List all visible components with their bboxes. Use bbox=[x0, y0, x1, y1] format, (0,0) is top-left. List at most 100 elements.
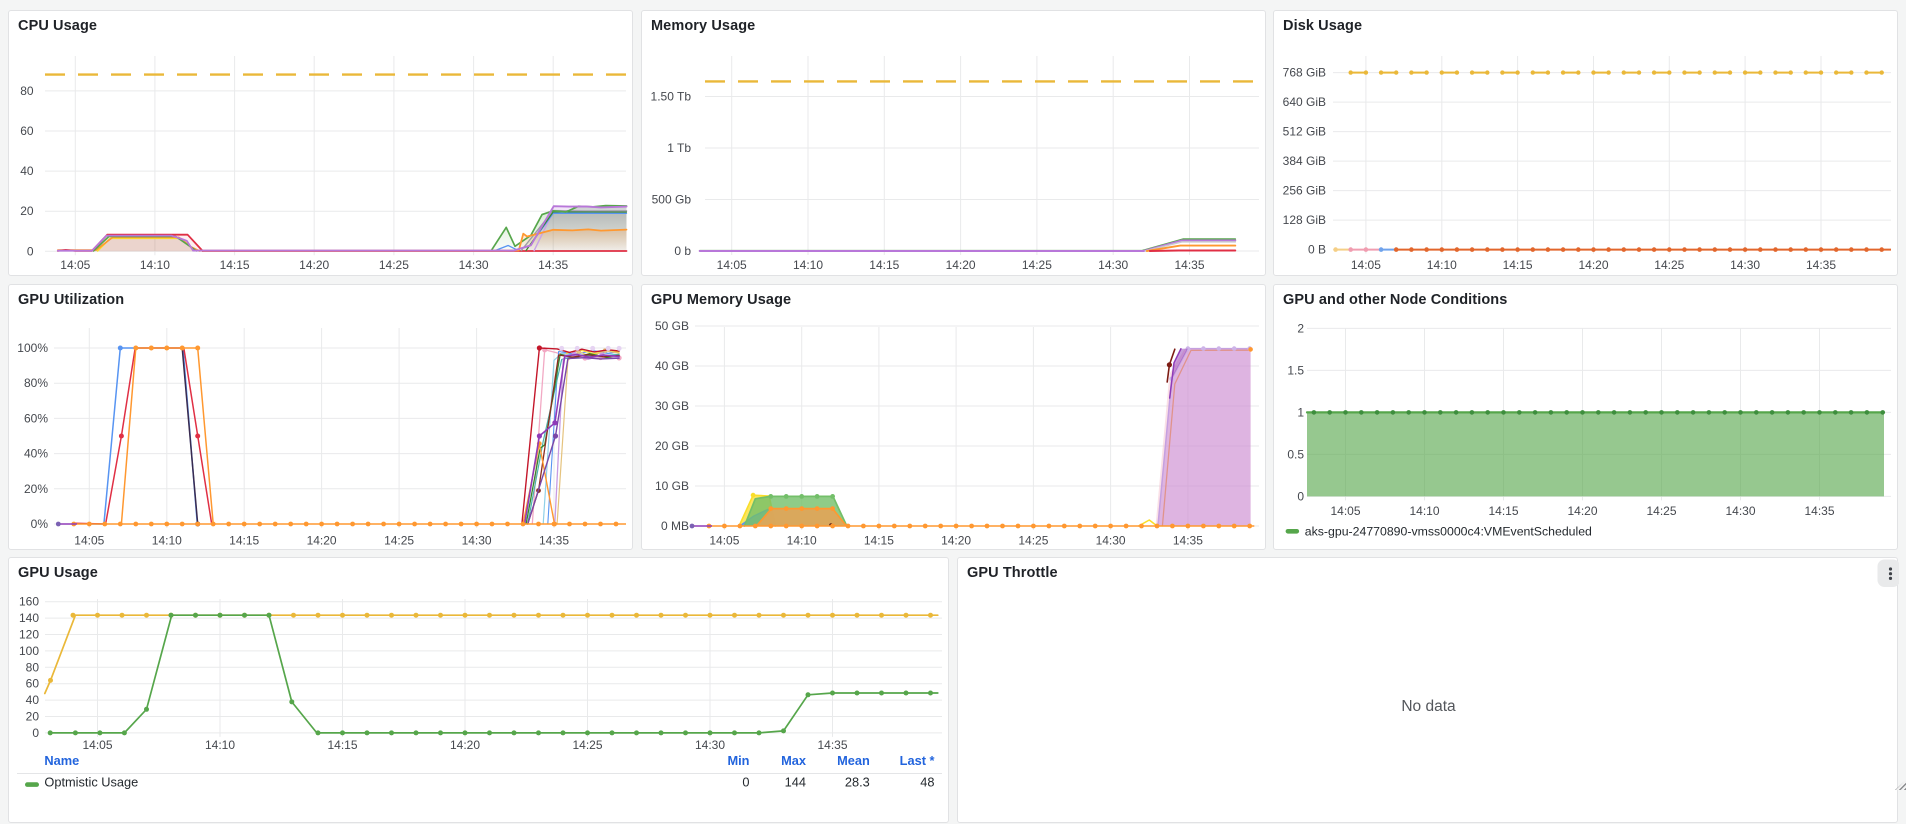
svg-text:14:30: 14:30 bbox=[1098, 258, 1128, 272]
svg-text:20%: 20% bbox=[24, 482, 48, 496]
svg-text:14:10: 14:10 bbox=[152, 533, 182, 547]
svg-text:Optmistic Usage: Optmistic Usage bbox=[44, 775, 138, 790]
svg-text:14:15: 14:15 bbox=[1488, 504, 1518, 518]
svg-text:1 Tb: 1 Tb bbox=[667, 141, 691, 155]
svg-text:14:15: 14:15 bbox=[1503, 258, 1533, 272]
svg-text:384 GiB: 384 GiB bbox=[1283, 154, 1326, 168]
svg-text:14:15: 14:15 bbox=[869, 258, 899, 272]
svg-text:14:35: 14:35 bbox=[1806, 258, 1836, 272]
svg-text:14:05: 14:05 bbox=[82, 738, 112, 752]
svg-text:14:25: 14:25 bbox=[1646, 504, 1676, 518]
svg-text:0.5: 0.5 bbox=[1287, 447, 1304, 461]
svg-text:256 GiB: 256 GiB bbox=[1283, 184, 1326, 198]
svg-text:14:05: 14:05 bbox=[60, 258, 90, 272]
svg-text:14:15: 14:15 bbox=[327, 738, 357, 752]
svg-text:100%: 100% bbox=[17, 341, 48, 355]
svg-text:1.5: 1.5 bbox=[1287, 363, 1304, 377]
svg-text:0: 0 bbox=[742, 775, 749, 790]
svg-text:0: 0 bbox=[32, 726, 39, 740]
svg-text:14:25: 14:25 bbox=[572, 738, 602, 752]
svg-text:14:30: 14:30 bbox=[459, 258, 489, 272]
svg-text:80: 80 bbox=[20, 84, 34, 98]
svg-text:14:20: 14:20 bbox=[946, 258, 976, 272]
svg-text:14:10: 14:10 bbox=[1427, 258, 1457, 272]
svg-text:640 GiB: 640 GiB bbox=[1283, 95, 1326, 109]
svg-text:14:05: 14:05 bbox=[74, 533, 104, 547]
svg-text:Name: Name bbox=[44, 753, 79, 768]
svg-text:2: 2 bbox=[1297, 321, 1304, 335]
svg-text:14:35: 14:35 bbox=[817, 738, 847, 752]
svg-text:50 GB: 50 GB bbox=[655, 319, 689, 333]
svg-text:14:10: 14:10 bbox=[1409, 504, 1439, 518]
svg-text:128 GiB: 128 GiB bbox=[1283, 213, 1326, 227]
svg-text:0%: 0% bbox=[31, 517, 49, 531]
svg-text:No data: No data bbox=[1401, 698, 1456, 715]
svg-text:1: 1 bbox=[1297, 405, 1304, 419]
svg-text:14:30: 14:30 bbox=[695, 738, 725, 752]
svg-text:500 Gb: 500 Gb bbox=[652, 193, 692, 207]
svg-text:aks-gpu-24770890-vmss0000c4:VM: aks-gpu-24770890-vmss0000c4:VMEventSched… bbox=[1305, 525, 1592, 539]
svg-text:14:20: 14:20 bbox=[1578, 258, 1608, 272]
svg-text:20 GB: 20 GB bbox=[655, 439, 689, 453]
svg-text:14:30: 14:30 bbox=[1096, 533, 1126, 547]
svg-text:14:25: 14:25 bbox=[379, 258, 409, 272]
svg-text:0: 0 bbox=[27, 244, 34, 258]
svg-text:768 GiB: 768 GiB bbox=[1283, 66, 1326, 80]
svg-text:40%: 40% bbox=[24, 447, 48, 461]
svg-text:14:10: 14:10 bbox=[793, 258, 823, 272]
svg-text:Max: Max bbox=[781, 753, 807, 768]
svg-text:80: 80 bbox=[26, 660, 40, 674]
svg-text:14:20: 14:20 bbox=[1567, 504, 1597, 518]
svg-text:Min: Min bbox=[727, 753, 749, 768]
svg-text:80%: 80% bbox=[24, 376, 48, 390]
svg-text:14:10: 14:10 bbox=[205, 738, 235, 752]
svg-text:0 MB: 0 MB bbox=[661, 519, 689, 533]
svg-text:28.3: 28.3 bbox=[845, 775, 870, 790]
svg-text:14:20: 14:20 bbox=[941, 533, 971, 547]
svg-text:14:35: 14:35 bbox=[1804, 504, 1834, 518]
svg-text:14:30: 14:30 bbox=[1725, 504, 1755, 518]
svg-text:100: 100 bbox=[19, 644, 39, 658]
svg-text:14:30: 14:30 bbox=[1730, 258, 1760, 272]
svg-text:14:25: 14:25 bbox=[1018, 533, 1048, 547]
svg-text:40 GB: 40 GB bbox=[655, 359, 689, 373]
svg-text:14:25: 14:25 bbox=[384, 533, 414, 547]
svg-text:0 B: 0 B bbox=[1308, 243, 1326, 257]
svg-text:14:35: 14:35 bbox=[1174, 258, 1204, 272]
svg-text:512 GiB: 512 GiB bbox=[1283, 125, 1326, 139]
svg-text:14:30: 14:30 bbox=[462, 533, 492, 547]
svg-text:14:15: 14:15 bbox=[864, 533, 894, 547]
svg-text:14:05: 14:05 bbox=[1351, 258, 1381, 272]
svg-text:14:15: 14:15 bbox=[220, 258, 250, 272]
svg-text:14:15: 14:15 bbox=[229, 533, 259, 547]
svg-text:30 GB: 30 GB bbox=[655, 399, 689, 413]
svg-text:140: 140 bbox=[19, 611, 39, 625]
svg-text:40: 40 bbox=[20, 164, 34, 178]
svg-text:14:10: 14:10 bbox=[140, 258, 170, 272]
svg-text:14:35: 14:35 bbox=[539, 533, 569, 547]
svg-text:160: 160 bbox=[19, 595, 39, 609]
svg-text:10 GB: 10 GB bbox=[655, 479, 689, 493]
svg-text:14:25: 14:25 bbox=[1654, 258, 1684, 272]
svg-text:20: 20 bbox=[20, 204, 34, 218]
svg-text:Last *: Last * bbox=[900, 753, 935, 768]
svg-text:0 b: 0 b bbox=[674, 244, 691, 258]
svg-text:14:10: 14:10 bbox=[787, 533, 817, 547]
svg-text:40: 40 bbox=[26, 693, 40, 707]
svg-text:14:05: 14:05 bbox=[717, 258, 747, 272]
svg-text:48: 48 bbox=[920, 775, 934, 790]
svg-text:14:35: 14:35 bbox=[538, 258, 568, 272]
svg-text:14:20: 14:20 bbox=[450, 738, 480, 752]
svg-text:60%: 60% bbox=[24, 411, 48, 425]
svg-text:120: 120 bbox=[19, 628, 39, 642]
svg-text:144: 144 bbox=[785, 775, 806, 790]
svg-text:14:35: 14:35 bbox=[1173, 533, 1203, 547]
svg-text:14:20: 14:20 bbox=[299, 258, 329, 272]
svg-text:60: 60 bbox=[20, 124, 34, 138]
svg-text:Mean: Mean bbox=[837, 753, 870, 768]
svg-text:14:20: 14:20 bbox=[307, 533, 337, 547]
svg-text:14:05: 14:05 bbox=[1330, 504, 1360, 518]
svg-text:14:25: 14:25 bbox=[1022, 258, 1052, 272]
svg-text:0: 0 bbox=[1297, 489, 1304, 503]
svg-text:1.50 Tb: 1.50 Tb bbox=[651, 90, 692, 104]
